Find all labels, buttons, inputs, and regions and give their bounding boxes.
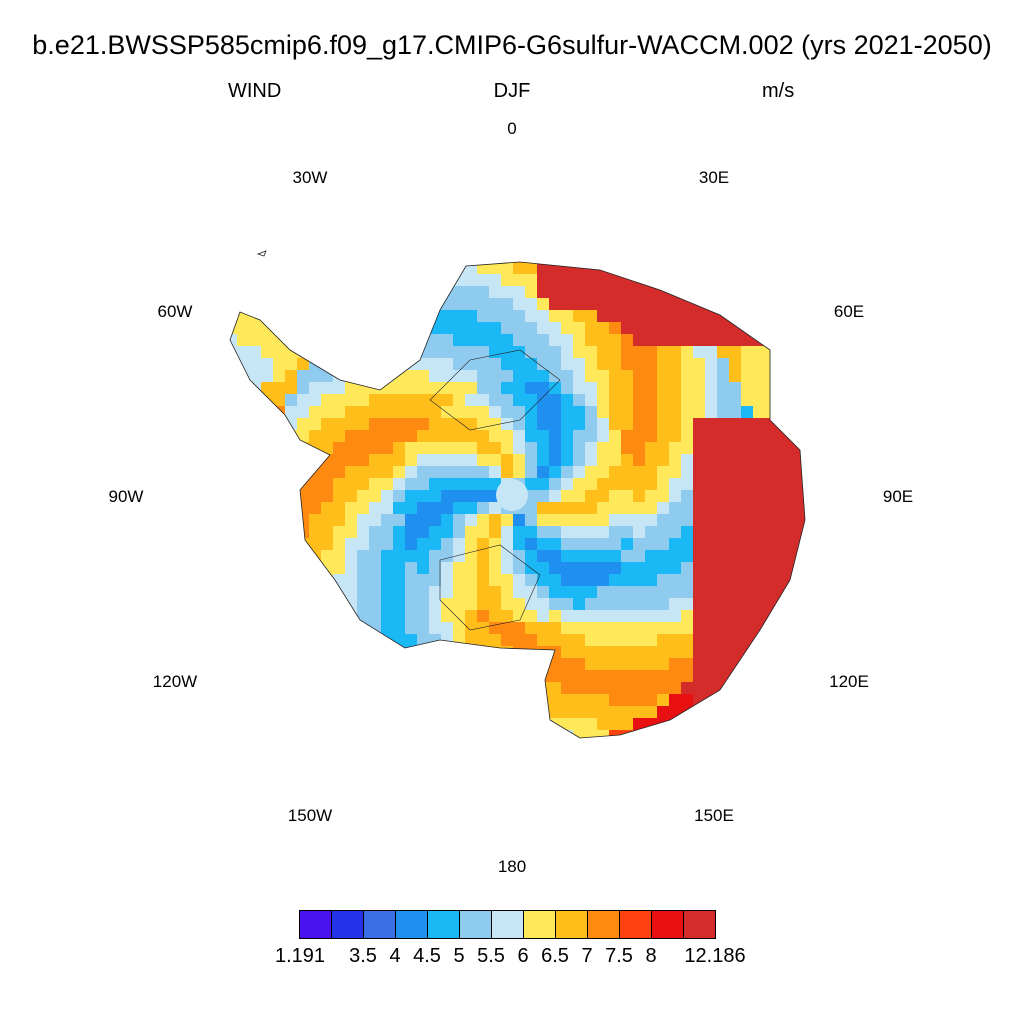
lon-0: 0 (507, 119, 517, 138)
lon-60e: 60E (833, 302, 865, 321)
colorbar-label-5: 5.5 (477, 945, 505, 967)
lon-180: 180 (497, 857, 527, 876)
colorbar-label-3: 4.5 (413, 945, 441, 967)
lon-60w: 60W (157, 302, 193, 321)
lon-30e: 30E (698, 168, 730, 187)
ice-shelf-outline (429, 349, 561, 631)
lon-90e: 90E (882, 487, 914, 506)
units-label: m/s (762, 80, 795, 102)
lon-30w: 30W (292, 168, 328, 187)
colorbar-box-7 (523, 910, 556, 939)
map-pixel-field (230, 262, 805, 738)
colorbar-label-1: 3.5 (349, 945, 377, 967)
colorbar-label-9: 7.5 (605, 945, 633, 967)
colorbar-label-4: 5 (453, 945, 465, 967)
colorbar-label-7: 6.5 (541, 945, 569, 967)
coastline (229, 261, 806, 739)
colorbar-label-6: 6 (517, 945, 529, 967)
colorbar-box-0 (299, 910, 332, 939)
season-label: DJF (493, 80, 531, 102)
colorbar-label-10: 8 (645, 945, 657, 967)
colorbar-box-10 (619, 910, 652, 939)
colorbar-label-0: 1.191 (274, 945, 326, 967)
colorbar-label-8: 7 (581, 945, 593, 967)
lon-150w: 150W (287, 806, 333, 825)
colorbar-label-11: 12.186 (684, 945, 746, 967)
variable-label: WIND (228, 80, 282, 102)
colorbar-box-6 (491, 910, 524, 939)
lon-120e: 120E (829, 672, 869, 691)
island-outline (256, 250, 267, 257)
colorbar-box-2 (363, 910, 396, 939)
colorbar-box-11 (651, 910, 684, 939)
lon-120w: 120W (152, 672, 198, 691)
lon-90w: 90W (108, 487, 144, 506)
plot-title: b.e21.BWSSP585cmip6.f09_g17.CMIP6-G6sulf… (32, 30, 992, 60)
colorbar-box-1 (331, 910, 364, 939)
pole-region (496, 479, 528, 511)
colorbar-box-9 (587, 910, 620, 939)
colorbar-box-8 (555, 910, 588, 939)
colorbar (299, 910, 716, 939)
colorbar-box-3 (395, 910, 428, 939)
lon-150e: 150E (694, 806, 734, 825)
colorbar-box-4 (427, 910, 460, 939)
colorbar-label-2: 4 (389, 945, 401, 967)
colorbar-box-5 (459, 910, 492, 939)
colorbar-box-12 (683, 910, 716, 939)
